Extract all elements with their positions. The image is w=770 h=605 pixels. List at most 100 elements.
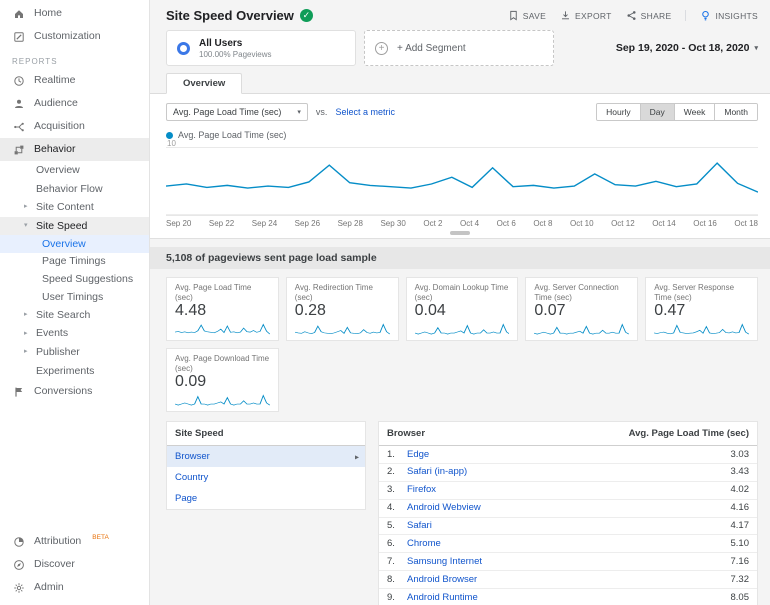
x-tick-label: Oct 14	[652, 219, 676, 228]
sidebar-item-realtime[interactable]: Realtime	[0, 69, 149, 92]
dimension-browser[interactable]: Browser▸	[167, 446, 365, 467]
sidebar-item-site-speed-overview[interactable]: Overview	[0, 235, 149, 253]
main-content: Site Speed Overview ✓ SAVEEXPORTSHAREINS…	[150, 0, 770, 605]
sidebar-item-site-search[interactable]: ▸Site Search	[0, 306, 149, 325]
table-row: 4.Android Webview4.16	[379, 499, 757, 517]
sidebar-item-events[interactable]: ▸Events	[0, 324, 149, 343]
save-button[interactable]: SAVE	[508, 10, 546, 21]
sidebar-item-speed-suggestions[interactable]: Speed Suggestions	[0, 271, 149, 289]
share-button[interactable]: SHARE	[626, 10, 672, 21]
plus-icon: +	[375, 42, 388, 55]
x-tick-label: Oct 10	[570, 219, 594, 228]
row-rank: 2.	[387, 466, 407, 478]
metric-card[interactable]: Avg. Domain Lookup Time (sec)0.04	[406, 277, 519, 341]
sidebar-item-label: Publisher	[36, 346, 80, 359]
browser-table-card: Browser Avg. Page Load Time (sec) 1.Edge…	[378, 421, 758, 605]
browser-link[interactable]: Android Browser	[407, 574, 477, 586]
sidebar-item-publisher[interactable]: ▸Publisher	[0, 343, 149, 362]
behavior-icon	[12, 143, 25, 156]
browser-link[interactable]: Chrome	[407, 538, 441, 550]
segment-text: All Users 100.00% Pageviews	[199, 38, 272, 59]
metric-dropdown[interactable]: Avg. Page Load Time (sec) ▾	[166, 103, 308, 121]
customization-icon	[12, 30, 25, 43]
sidebar-item-behavior[interactable]: Behavior	[0, 138, 149, 161]
sidebar-item-behavior-flow[interactable]: Behavior Flow	[0, 180, 149, 199]
granularity-month-button[interactable]: Month	[714, 104, 757, 120]
metric-card[interactable]: Avg. Server Response Time (sec)0.47	[645, 277, 758, 341]
granularity-day-button[interactable]: Day	[640, 104, 674, 120]
sidebar-item-label: Behavior	[34, 143, 75, 156]
metric-card[interactable]: Avg. Page Load Time (sec)4.48	[166, 277, 279, 341]
date-range-picker[interactable]: Sep 19, 2020 - Oct 18, 2020 ▾	[616, 42, 758, 54]
action-label: SHARE	[641, 11, 672, 21]
sidebar-item-label: Customization	[34, 30, 101, 43]
row-rank: 5.	[387, 520, 407, 532]
add-segment-button[interactable]: + + Add Segment	[364, 30, 554, 66]
browser-table: Browser Avg. Page Load Time (sec) 1.Edge…	[378, 421, 758, 605]
sidebar-item-attribution[interactable]: AttributionBETA	[0, 530, 149, 553]
vs-label: vs.	[316, 107, 328, 117]
table-row: 3.Firefox4.02	[379, 481, 757, 499]
row-rank: 1.	[387, 449, 407, 461]
metric-card[interactable]: Avg. Page Download Time (sec)0.09	[166, 348, 279, 412]
all-users-segment[interactable]: All Users 100.00% Pageviews	[166, 30, 356, 66]
select-metric-link[interactable]: Select a metric	[335, 107, 395, 117]
dimension-page[interactable]: Page	[167, 488, 365, 509]
table-row: 9.Android Runtime8.05	[379, 588, 757, 605]
sidebar-item-user-timings[interactable]: User Timings	[0, 288, 149, 306]
sidebar-item-site-speed[interactable]: ▾Site Speed	[0, 217, 149, 236]
verified-check-icon: ✓	[300, 9, 313, 22]
metric-value: 0.07	[534, 302, 629, 320]
browser-link[interactable]: Safari	[407, 520, 432, 532]
sidebar-item-experiments[interactable]: Experiments	[0, 362, 149, 381]
x-tick-label: Oct 16	[693, 219, 717, 228]
header-actions: SAVE EXPORT SHARE INSIGHTS	[508, 10, 758, 21]
report-header: Site Speed Overview ✓ SAVEEXPORTSHAREINS…	[150, 0, 770, 27]
line-chart[interactable]: 10 Sep 20Sep 22Sep 24Sep 26Sep 28Sep 30O…	[166, 142, 758, 236]
table-col-avg-load: Avg. Page Load Time (sec)	[629, 428, 749, 439]
x-tick-label: Sep 30	[380, 219, 405, 228]
export-button[interactable]: EXPORT	[560, 10, 612, 21]
row-value: 7.16	[731, 556, 750, 568]
metric-card[interactable]: Avg. Redirection Time (sec)0.28	[286, 277, 399, 341]
table-row: 1.Edge3.03	[379, 446, 757, 463]
sidebar-item-behavior-overview[interactable]: Overview	[0, 161, 149, 180]
dimension-country[interactable]: Country	[167, 467, 365, 488]
row-value: 7.32	[731, 574, 750, 586]
browser-link[interactable]: Android Runtime	[407, 592, 478, 604]
tab-overview[interactable]: Overview	[166, 73, 242, 94]
sidebar-item-label: Acquisition	[34, 120, 85, 133]
legend-dot-icon	[166, 132, 173, 139]
metric-card[interactable]: Avg. Server Connection Time (sec)0.07	[525, 277, 638, 341]
sidebar-item-conversions[interactable]: Conversions	[0, 380, 149, 403]
sidebar-item-discover[interactable]: Discover	[0, 553, 149, 576]
sidebar-item-audience[interactable]: Audience	[0, 92, 149, 115]
sidebar-item-admin[interactable]: Admin	[0, 576, 149, 599]
row-rank: 3.	[387, 484, 407, 496]
browser-link[interactable]: Samsung Internet	[407, 556, 482, 568]
sidebar-item-label: Discover	[34, 558, 75, 571]
granularity-week-button[interactable]: Week	[674, 104, 715, 120]
save-icon	[508, 10, 519, 21]
browser-link[interactable]: Android Webview	[407, 502, 481, 514]
row-rank: 4.	[387, 502, 407, 514]
x-tick-label: Oct 18	[734, 219, 758, 228]
line-chart-svg	[166, 142, 758, 216]
browser-link[interactable]: Edge	[407, 449, 429, 461]
metric-dropdown-value: Avg. Page Load Time (sec)	[173, 107, 281, 117]
sidebar-item-page-timings[interactable]: Page Timings	[0, 253, 149, 271]
sidebar-item-label: Admin	[34, 581, 64, 594]
table-row: 7.Samsung Internet7.16	[379, 552, 757, 570]
x-tick-label: Sep 28	[338, 219, 363, 228]
timeline-scrubber[interactable]	[450, 231, 470, 235]
sidebar-item-site-content[interactable]: ▸Site Content	[0, 198, 149, 217]
sidebar-item-customization[interactable]: Customization	[0, 25, 149, 48]
sidebar-item-home[interactable]: Home	[0, 2, 149, 25]
browser-link[interactable]: Safari (in-app)	[407, 466, 467, 478]
insights-button[interactable]: INSIGHTS	[685, 10, 758, 21]
metric-cards: Avg. Page Load Time (sec)4.48Avg. Redire…	[150, 269, 770, 412]
granularity-hourly-button[interactable]: Hourly	[597, 104, 640, 120]
metric-value: 0.28	[295, 302, 390, 320]
browser-link[interactable]: Firefox	[407, 484, 436, 496]
sidebar-item-acquisition[interactable]: Acquisition	[0, 115, 149, 138]
